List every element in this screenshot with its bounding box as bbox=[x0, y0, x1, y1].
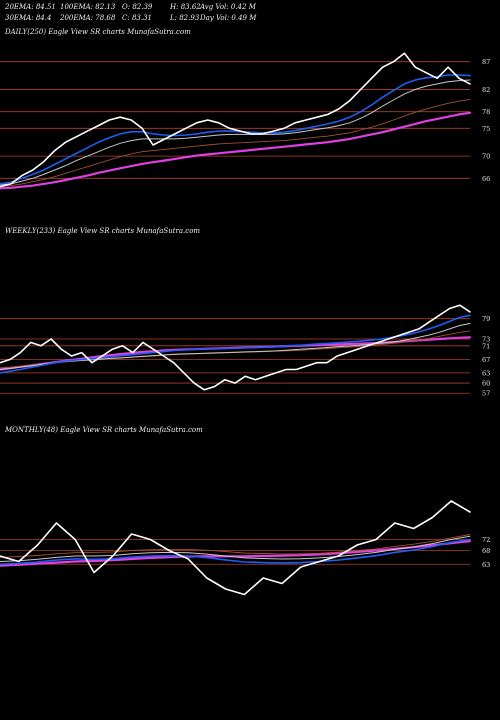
weekly-ytick-label: 63 bbox=[482, 369, 490, 377]
weekly-ytick-label: 57 bbox=[482, 390, 490, 398]
weekly-panel: WEEKLY(233) Eagle View SR charts MunafaS… bbox=[0, 227, 490, 398]
daily-ytick-label: 70 bbox=[482, 153, 490, 161]
monthly-ytick-label: 72 bbox=[482, 536, 490, 544]
daily-ema-fast-line bbox=[0, 74, 471, 185]
monthly-panel-title: MONTHLY(48) Eagle View SR charts MunafaS… bbox=[4, 426, 203, 434]
daily-ema-mid-line bbox=[0, 79, 471, 186]
header-100ema: 100EMA: 82.13 bbox=[60, 3, 116, 11]
weekly-ytick-label: 60 bbox=[482, 380, 490, 388]
header-high: H: 83.62 bbox=[169, 3, 201, 11]
weekly-panel-title: WEEKLY(233) Eagle View SR charts MunafaS… bbox=[5, 227, 200, 235]
weekly-ytick-label: 73 bbox=[482, 336, 490, 344]
daily-ytick-label: 78 bbox=[482, 108, 490, 116]
monthly-ytick-label: 63 bbox=[482, 561, 490, 569]
daily-ytick-label: 82 bbox=[482, 86, 490, 94]
header-open: O: 82.39 bbox=[122, 3, 153, 11]
header-low: L: 82.93 bbox=[169, 14, 200, 22]
header-close: C: 83.31 bbox=[122, 14, 152, 22]
monthly-ytick-label: 68 bbox=[482, 547, 490, 555]
daily-ema-long-line bbox=[0, 111, 472, 190]
daily-ytick-label: 75 bbox=[482, 125, 490, 133]
monthly-ema-long-line bbox=[0, 540, 472, 567]
daily-panel-title: DAILY(250) Eagle View SR charts MunafaSu… bbox=[4, 28, 191, 36]
weekly-ytick-label: 71 bbox=[482, 342, 490, 350]
weekly-ema-mid-line bbox=[0, 323, 471, 370]
monthly-ema-fast-line bbox=[0, 538, 471, 566]
monthly-price-line bbox=[0, 500, 471, 596]
header-20ema: 20EMA: 84.51 bbox=[4, 3, 56, 11]
header-day-vol: Day Vol: 0.49 M bbox=[199, 14, 257, 22]
weekly-ema-long-line bbox=[0, 336, 472, 371]
daily-ytick-label: 66 bbox=[482, 175, 490, 183]
weekly-ytick-label: 67 bbox=[482, 356, 490, 364]
header-200ema: 200EMA: 78.68 bbox=[59, 14, 116, 22]
weekly-price-line bbox=[0, 304, 471, 391]
weekly-ytick-label: 79 bbox=[482, 315, 490, 323]
daily-ytick-label: 87 bbox=[482, 58, 490, 66]
header-avg-vol: Avg Vol: 0.42 M bbox=[199, 3, 257, 11]
monthly-ema-slow-line bbox=[0, 534, 471, 558]
daily-price-line bbox=[0, 52, 471, 188]
daily-panel: DAILY(250) Eagle View SR charts MunafaSu… bbox=[0, 28, 490, 190]
weekly-ema-fast-line bbox=[0, 314, 471, 374]
header-30ema: 30EMA: 84.4 bbox=[5, 14, 51, 22]
monthly-panel: MONTHLY(48) Eagle View SR charts MunafaS… bbox=[0, 426, 490, 596]
daily-ema-slow-line bbox=[0, 98, 471, 188]
indicator-header: 20EMA: 84.51 100EMA: 82.13 O: 82.39 H: 8… bbox=[4, 3, 257, 22]
monthly-ema-mid-line bbox=[0, 535, 471, 562]
